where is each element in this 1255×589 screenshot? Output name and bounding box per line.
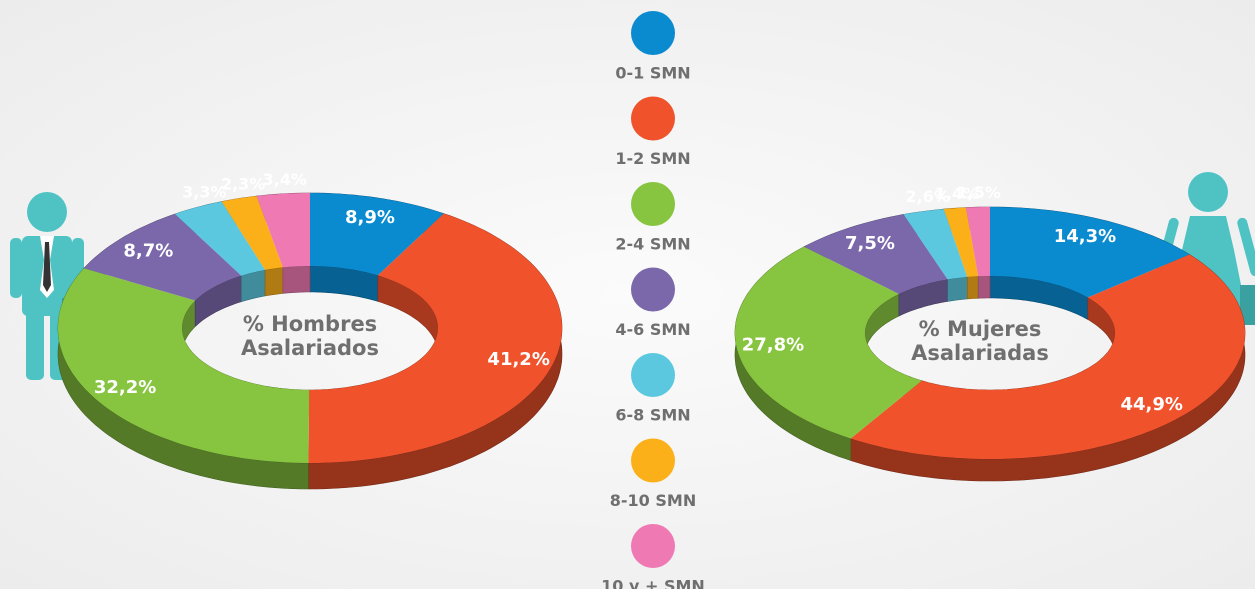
legend-label: 10 y + SMN: [601, 577, 705, 589]
slice: [310, 193, 444, 276]
legend-label: 6-8 SMN: [615, 406, 690, 425]
legend-label: 2-4 SMN: [615, 235, 690, 254]
legend-swatch: [631, 96, 675, 141]
slice-inner-wall: [264, 267, 284, 297]
value-label: 1,5%: [957, 183, 1001, 202]
donut-title: % Mujeres Asalariadas: [911, 317, 1049, 365]
donut-title: % Hombres Asalariados: [241, 312, 379, 360]
slice: [84, 214, 242, 301]
slice: [58, 268, 310, 463]
slice: [221, 196, 283, 270]
slice: [943, 207, 979, 277]
slice: [735, 246, 922, 439]
value-label: 44,9%: [1120, 394, 1182, 415]
value-label: 32,2%: [94, 377, 156, 398]
legend-label: 4-6 SMN: [615, 320, 690, 339]
slice: [966, 207, 990, 277]
value-label: 14,3%: [1054, 226, 1116, 247]
value-label: 2,6%: [905, 187, 949, 206]
legend-swatch: [631, 11, 675, 55]
legend-swatch: [631, 438, 675, 483]
legend-label: 0-1 SMN: [615, 64, 690, 83]
slice-inner-wall: [282, 265, 311, 294]
slices: [58, 193, 562, 463]
legend-swatch: [631, 182, 675, 226]
slice-inner-wall: [947, 276, 968, 302]
legend-label: 1-2 SMN: [615, 149, 690, 168]
value-label: 3,3%: [182, 182, 226, 201]
labels: 14,3% 44,9% 27,8% 7,5% 2,6%1,4%1,5%: [742, 183, 1183, 415]
value-label: 7,5%: [845, 233, 895, 254]
labels: 8,9% 41,2% 32,2% 8,7% 3,3%2,3%3,4%: [94, 170, 550, 398]
slices: [735, 207, 1245, 459]
slice: [990, 207, 1190, 298]
slice: [175, 201, 266, 276]
slice: [850, 254, 1245, 459]
value-label: 1,4%: [935, 184, 979, 203]
value-label: 3,4%: [263, 170, 307, 189]
value-label: 41,2%: [487, 349, 549, 370]
slice: [256, 193, 310, 268]
value-label: 8,9%: [345, 207, 395, 228]
legend-label: 8-10 SMN: [610, 491, 696, 510]
slice: [308, 213, 562, 463]
legend-swatch: [631, 353, 675, 397]
legend-swatch: [631, 267, 675, 312]
slice: [804, 214, 948, 294]
slice: [903, 209, 968, 280]
slice-inner-wall: [241, 269, 266, 303]
value-label: 2,3%: [221, 174, 265, 193]
legend-swatch: [631, 524, 675, 568]
slice-inner-wall: [977, 275, 991, 299]
slice-inner-wall: [967, 275, 979, 300]
value-label: 27,8%: [742, 335, 804, 356]
value-label: 8,7%: [123, 240, 173, 261]
